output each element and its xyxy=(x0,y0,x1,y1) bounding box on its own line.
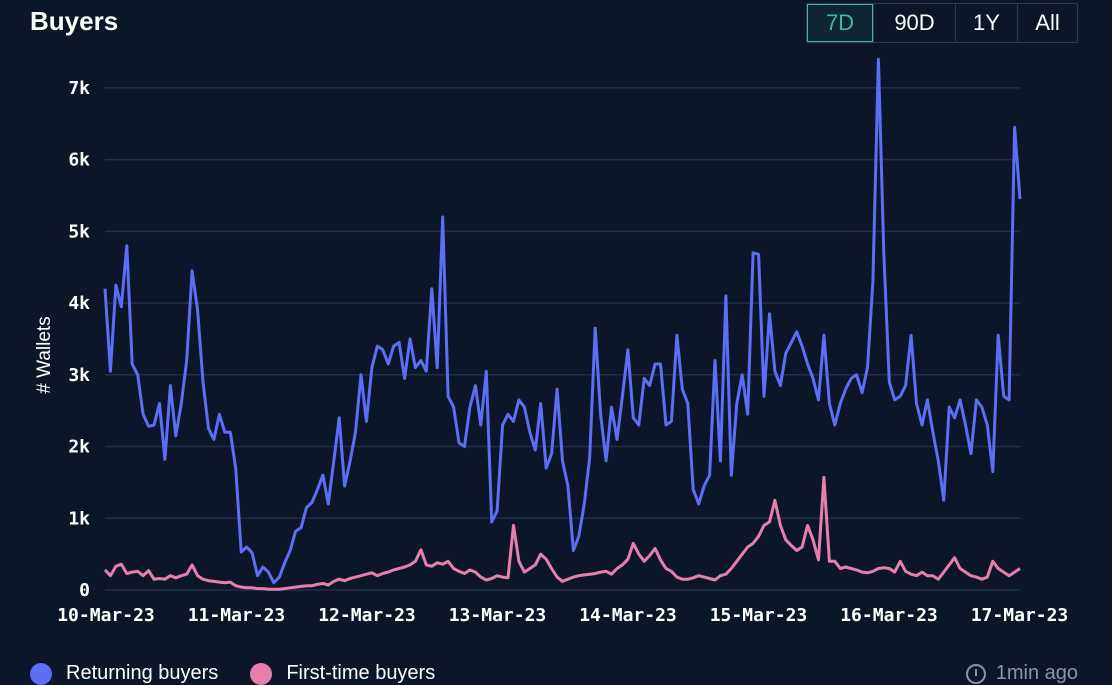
legend-label-returning: Returning buyers xyxy=(66,662,218,685)
y-tick-label: 3k xyxy=(68,365,90,386)
y-tick-label: 6k xyxy=(68,150,90,171)
x-tick-label: 14-Mar-23 xyxy=(579,605,677,626)
y-tick-label: 1k xyxy=(68,508,90,529)
y-tick-label: 4k xyxy=(68,293,90,314)
legend: Returning buyers First-time buyers xyxy=(30,662,467,685)
x-tick-label: 13-Mar-23 xyxy=(449,605,547,626)
series-line-returning-buyers xyxy=(105,59,1020,583)
returning-buyers-dot-icon xyxy=(30,663,52,685)
legend-item-returning[interactable]: Returning buyers xyxy=(30,662,218,685)
y-tick-label: 0 xyxy=(79,580,90,601)
legend-label-first-time: First-time buyers xyxy=(286,662,435,685)
y-tick-label: 7k xyxy=(68,78,90,99)
y-tick-label: 2k xyxy=(68,437,90,458)
y-tick-label: 5k xyxy=(68,221,90,242)
y-axis-title: # Wallets xyxy=(34,316,55,393)
first-time-buyers-dot-icon xyxy=(250,663,272,685)
series-line-first-time-buyers xyxy=(105,477,1020,589)
x-tick-label: 15-Mar-23 xyxy=(710,605,808,626)
x-tick-label: 16-Mar-23 xyxy=(840,605,938,626)
last-updated: 1min ago xyxy=(966,662,1078,685)
buyers-chart: 0 1k 2k 3k 4k 5k 6k 7k 10-Mar-23 11-Mar-23 12-Mar… xyxy=(0,0,1112,684)
x-tick-label: 17-Mar-23 xyxy=(971,605,1069,626)
x-tick-label: 11-Mar-23 xyxy=(188,605,286,626)
last-updated-label: 1min ago xyxy=(996,662,1078,685)
clock-refresh-icon xyxy=(966,664,986,684)
legend-item-first-time[interactable]: First-time buyers xyxy=(250,662,435,685)
x-tick-label: 12-Mar-23 xyxy=(318,605,416,626)
x-tick-label: 10-Mar-23 xyxy=(57,605,155,626)
